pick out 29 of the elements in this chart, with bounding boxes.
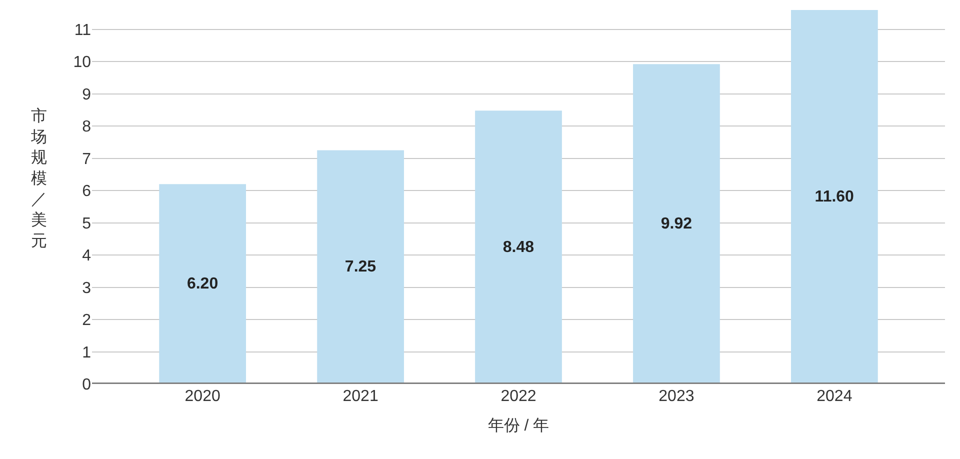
data-label: 11.60: [814, 188, 854, 206]
data-label: 9.92: [660, 216, 692, 233]
x-tick-label: 2024: [816, 388, 852, 405]
bar: [790, 10, 878, 384]
data-label: 7.25: [344, 258, 376, 276]
data-label: 8.48: [502, 238, 534, 256]
y-axis-title: 市场规模／美元: [30, 107, 47, 250]
x-axis-title: 年份 / 年: [488, 418, 550, 435]
x-tick-label: 2023: [658, 388, 694, 405]
y-tick-label: 1: [82, 344, 92, 362]
y-tick-label: 10: [73, 54, 92, 72]
y-tick-label: 8: [82, 118, 92, 136]
bar: [633, 64, 720, 384]
y-tick-label: 11: [74, 22, 92, 39]
y-tick-label: 2: [82, 312, 92, 330]
x-tick-label: 2021: [342, 388, 378, 405]
bar: [317, 150, 404, 384]
x-tick-label: 2020: [184, 388, 220, 405]
data-label: 6.20: [186, 276, 218, 293]
y-tick-label: 3: [82, 280, 92, 297]
y-tick-label: 9: [82, 86, 92, 104]
bar: [159, 184, 246, 384]
x-tick-label: 2022: [500, 388, 536, 405]
y-tick-label: 4: [82, 248, 92, 265]
y-tick-label: 0: [82, 376, 92, 394]
bar: [475, 110, 562, 384]
y-tick-label: 6: [82, 183, 92, 200]
y-tick-label: 7: [82, 150, 92, 168]
y-tick-label: 5: [82, 215, 92, 232]
